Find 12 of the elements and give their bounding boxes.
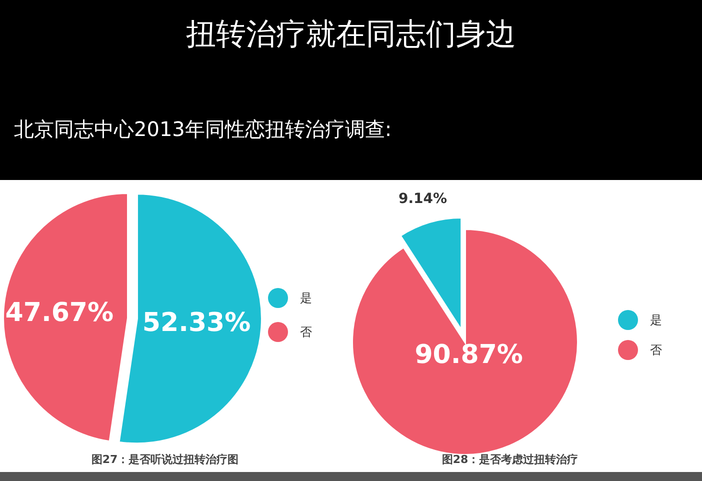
legend-label: 否	[650, 343, 662, 357]
legend-label: 否	[300, 325, 312, 339]
legend-label: 是	[650, 313, 662, 327]
caption: 图27：是否听说过扭转治疗图	[91, 453, 239, 466]
data-label: 90.87%	[414, 340, 523, 370]
text: 北京同志中心2013年同性恋扭转治疗调查:	[14, 117, 392, 141]
data-label: 52.33%	[142, 308, 251, 338]
data-label: 47.67%	[5, 298, 114, 328]
caption: 图28：是否考虑过扭转治疗	[442, 453, 578, 466]
text: 扭转治疗就在同志们身边	[186, 17, 516, 52]
legend-label: 是	[300, 291, 312, 305]
data-label: 9.14%	[398, 190, 448, 207]
